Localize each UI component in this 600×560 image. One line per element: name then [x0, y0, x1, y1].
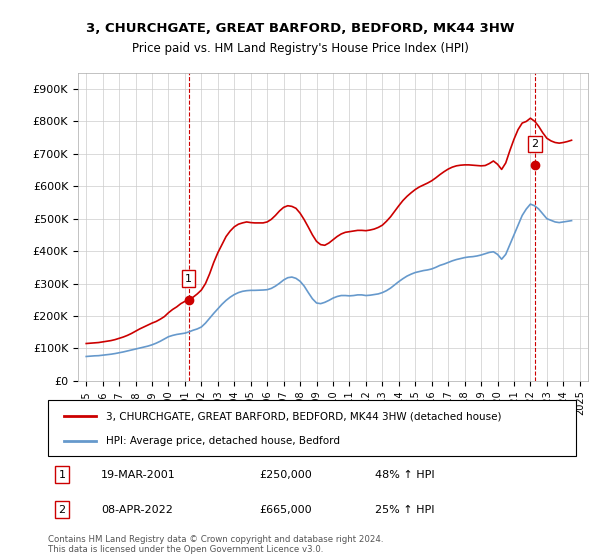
Text: 3, CHURCHGATE, GREAT BARFORD, BEDFORD, MK44 3HW: 3, CHURCHGATE, GREAT BARFORD, BEDFORD, M… [86, 22, 514, 35]
Text: 48% ↑ HPI: 48% ↑ HPI [376, 470, 435, 479]
Text: Contains HM Land Registry data © Crown copyright and database right 2024.
This d: Contains HM Land Registry data © Crown c… [48, 535, 383, 554]
Text: 08-APR-2022: 08-APR-2022 [101, 505, 173, 515]
Text: 1: 1 [185, 273, 192, 283]
Text: 2: 2 [531, 139, 538, 149]
Text: £665,000: £665,000 [259, 505, 312, 515]
Text: 1: 1 [59, 470, 65, 479]
Text: HPI: Average price, detached house, Bedford: HPI: Average price, detached house, Bedf… [106, 436, 340, 446]
FancyBboxPatch shape [48, 400, 576, 456]
Text: 2: 2 [59, 505, 65, 515]
Text: 3, CHURCHGATE, GREAT BARFORD, BEDFORD, MK44 3HW (detached house): 3, CHURCHGATE, GREAT BARFORD, BEDFORD, M… [106, 411, 502, 421]
Text: Price paid vs. HM Land Registry's House Price Index (HPI): Price paid vs. HM Land Registry's House … [131, 42, 469, 55]
Text: 25% ↑ HPI: 25% ↑ HPI [376, 505, 435, 515]
Text: 19-MAR-2001: 19-MAR-2001 [101, 470, 176, 479]
Text: £250,000: £250,000 [259, 470, 312, 479]
